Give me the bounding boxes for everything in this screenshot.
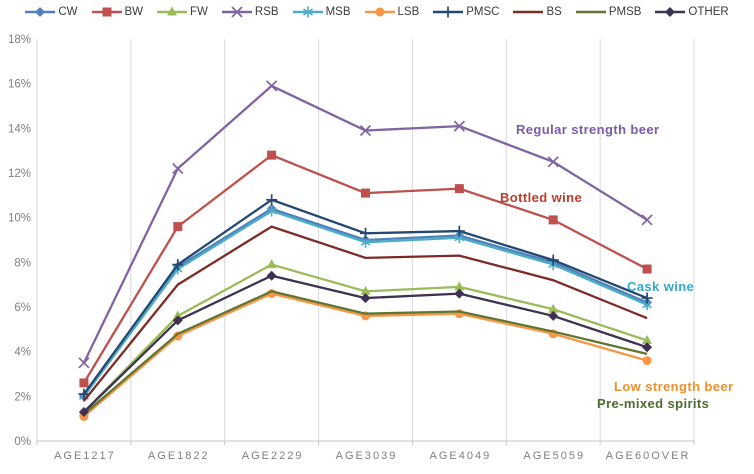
x-tick-label: AGE60OVER [606,450,691,462]
legend-swatch-none-icon [575,10,606,14]
x-tick-label: AGE1217 [54,450,116,462]
legend-swatch-triangle-icon [157,6,188,16]
legend-item-OTHER: OTHER [655,5,729,19]
legend-label: LSB [397,6,420,18]
x-tick-label: AGE4049 [430,450,492,462]
legend-item-BS: BS [513,5,562,19]
annotation-cask-wine: Cask wine [627,279,695,294]
series-OTHER [78,270,653,417]
annotation-pre-mixed-spirits: Pre-mixed spirits [597,396,710,411]
legend-item-PMSC: PMSC [433,5,499,19]
series-line-PMSB [83,290,648,416]
chart-legend: CW BW FW RSB MSB LSB PMSC BS PMSB OTHER [0,2,754,22]
annotation-bottled-wine: Bottled wine [500,190,583,205]
y-tick-label: 16% [8,79,31,91]
y-tick-label: 0% [14,436,31,448]
y-tick-label: 8% [14,257,31,269]
legend-label: CW [58,6,78,18]
legend-label: PMSC [466,6,500,18]
x-tick-label: AGE2229 [242,450,304,462]
x-tick-label: AGE1822 [148,450,210,462]
y-tick-label: 4% [14,347,31,359]
legend-item-MSB: MSB [292,5,351,19]
y-tick-label: 2% [14,391,31,403]
annotation-regular-strength-beer: Regular strength beer [516,122,660,137]
y-tick-label: 10% [8,213,31,225]
legend-label: FW [190,6,208,18]
series-BS [83,225,648,402]
legend-item-FW: FW [157,5,208,19]
legend-swatch-plus-icon [433,6,464,18]
legend-swatch-x-icon [221,6,252,18]
legend-label: BW [124,6,144,18]
legend-swatch-square-icon [91,7,122,17]
legend-label: BS [546,6,562,18]
legend-swatch-diamond-icon [25,7,56,17]
legend-item-RSB: RSB [221,5,279,19]
legend-item-LSB: LSB [364,5,420,19]
legend-item-PMSB: PMSB [575,5,642,19]
annotation-low-strength-beer: Low strength beer [614,379,734,394]
y-tick-label: 12% [8,168,31,180]
legend-swatch-asterisk-icon [292,6,323,18]
series-line-BS [83,225,648,402]
series-LSB [79,289,652,421]
legend-swatch-none-icon [513,10,544,14]
y-tick-label: 18% [8,34,31,46]
legend-label: OTHER [688,6,729,18]
series-PMSC [78,194,653,400]
legend-swatch-diamond-icon [655,7,686,17]
legend-label: RSB [254,6,279,18]
x-tick-label: AGE3039 [336,450,398,462]
series-PMSB [83,290,648,416]
legend-label: MSB [325,6,351,18]
legend-label: PMSB [608,6,642,18]
x-tick-label: AGE5059 [523,450,585,462]
y-tick-label: 6% [14,302,31,314]
series-RSB [78,80,653,369]
legend-item-BW: BW [91,5,144,19]
legend-item-CW: CW [25,5,78,19]
legend-swatch-circle-icon [364,7,395,17]
series-BW [79,150,652,388]
y-tick-label: 14% [8,123,31,135]
